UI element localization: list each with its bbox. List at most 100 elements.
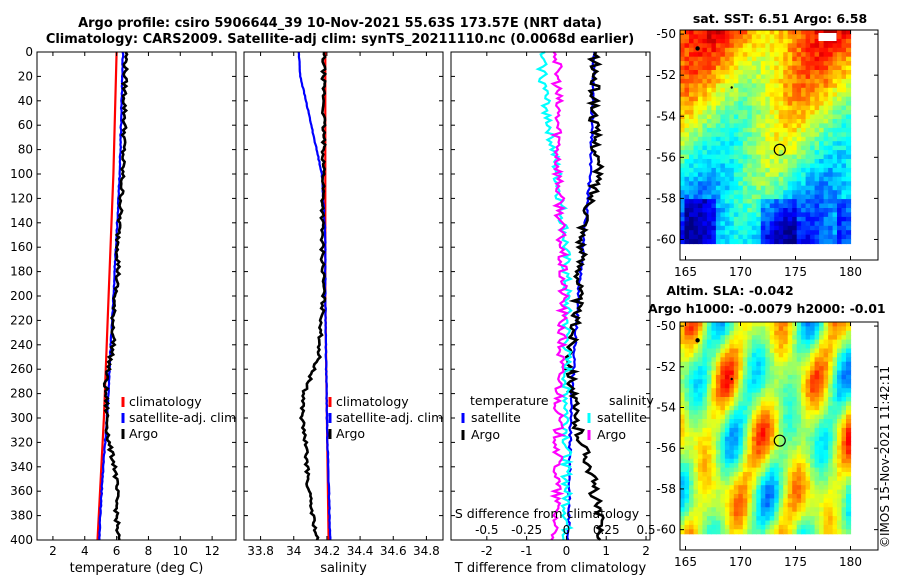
map-cell	[738, 379, 744, 385]
map-cell	[832, 352, 838, 358]
map-cell	[738, 43, 744, 49]
map-cell	[765, 239, 771, 245]
map-cell	[760, 119, 766, 124]
map-cell	[823, 449, 829, 455]
map-cell	[787, 348, 793, 354]
map-cell	[846, 132, 852, 138]
map-cell	[828, 212, 834, 218]
map-cell	[693, 185, 699, 191]
map-cell	[697, 414, 703, 420]
map-cell	[706, 335, 712, 341]
map-cell	[715, 176, 721, 182]
map-cell	[733, 47, 739, 53]
map-cell	[747, 392, 753, 398]
map-cell	[769, 101, 775, 107]
map-cell	[801, 234, 807, 240]
map-cell	[774, 52, 780, 58]
map-cell	[814, 127, 820, 133]
map-cell	[760, 423, 766, 429]
map-cell	[787, 445, 793, 451]
map-cell	[697, 212, 703, 218]
map-cell	[814, 159, 820, 164]
map-cell	[769, 167, 775, 173]
map-cell	[787, 414, 793, 420]
map-cell	[787, 56, 793, 62]
map-cell	[832, 449, 838, 455]
map-cell	[680, 181, 686, 187]
map-cell	[724, 436, 730, 442]
map-cell	[711, 163, 717, 169]
map-cell	[837, 38, 843, 44]
map-cell	[823, 159, 829, 164]
map-cell	[684, 141, 690, 147]
map-cell	[765, 65, 771, 71]
map-cell	[801, 370, 807, 376]
map-cell	[760, 432, 766, 438]
map-cell	[751, 216, 757, 222]
map-cell	[760, 414, 766, 420]
map-cell	[814, 203, 820, 209]
map-cell	[837, 432, 843, 438]
map-cell	[810, 383, 816, 389]
map-cell	[689, 185, 695, 191]
map-cell	[837, 427, 843, 433]
map-cell	[769, 43, 775, 49]
map-cell	[801, 374, 807, 380]
map-cell	[841, 339, 847, 345]
map-cell	[814, 47, 820, 53]
map-cell	[841, 330, 847, 336]
map-cell	[697, 70, 703, 75]
map-cell	[760, 366, 766, 372]
map-cell	[697, 65, 703, 71]
map-cell	[702, 370, 708, 376]
map-cell	[810, 203, 816, 209]
map-cell	[733, 185, 739, 191]
map-cell	[787, 101, 793, 107]
map-cell	[693, 167, 699, 173]
map-cell	[837, 502, 843, 508]
map-cell	[796, 441, 802, 447]
map-cell	[846, 127, 852, 133]
map-cell	[783, 476, 789, 482]
map-cell	[760, 101, 766, 107]
map-cell	[715, 145, 721, 151]
map-cell	[841, 87, 847, 93]
map-cell	[715, 52, 721, 58]
map-cell	[706, 127, 712, 133]
map-cell	[733, 61, 739, 67]
map-cell	[810, 123, 816, 129]
map-cell	[697, 30, 703, 35]
map-cell	[760, 379, 766, 385]
map-cell	[706, 476, 712, 482]
map-cell	[693, 529, 699, 535]
map-cell	[774, 445, 780, 451]
map-cell	[765, 397, 771, 402]
map-cell	[832, 30, 838, 35]
x-tick-label: 165	[674, 265, 697, 279]
map-cell	[819, 357, 825, 363]
map-cell	[724, 47, 730, 53]
map-cell	[814, 96, 820, 102]
map-cell	[751, 176, 757, 182]
map-cell	[846, 339, 852, 345]
map-cell	[841, 352, 847, 358]
map-cell	[738, 74, 744, 80]
map-cell	[796, 485, 802, 491]
map-cell	[715, 494, 721, 499]
map-cell	[684, 181, 690, 187]
map-cell	[774, 432, 780, 438]
map-cell	[742, 326, 748, 332]
map-cell	[810, 87, 816, 93]
map-cell	[738, 458, 744, 464]
map-cell	[742, 423, 748, 429]
map-cell	[689, 216, 695, 222]
map-cell	[684, 74, 690, 80]
map-cell	[706, 154, 712, 160]
map-cell	[702, 150, 708, 156]
map-cell	[720, 185, 726, 191]
map-cell	[819, 154, 825, 160]
map-cell	[769, 114, 775, 120]
map-cell	[787, 339, 793, 345]
map-cell	[693, 352, 699, 358]
map-cell	[733, 472, 739, 477]
